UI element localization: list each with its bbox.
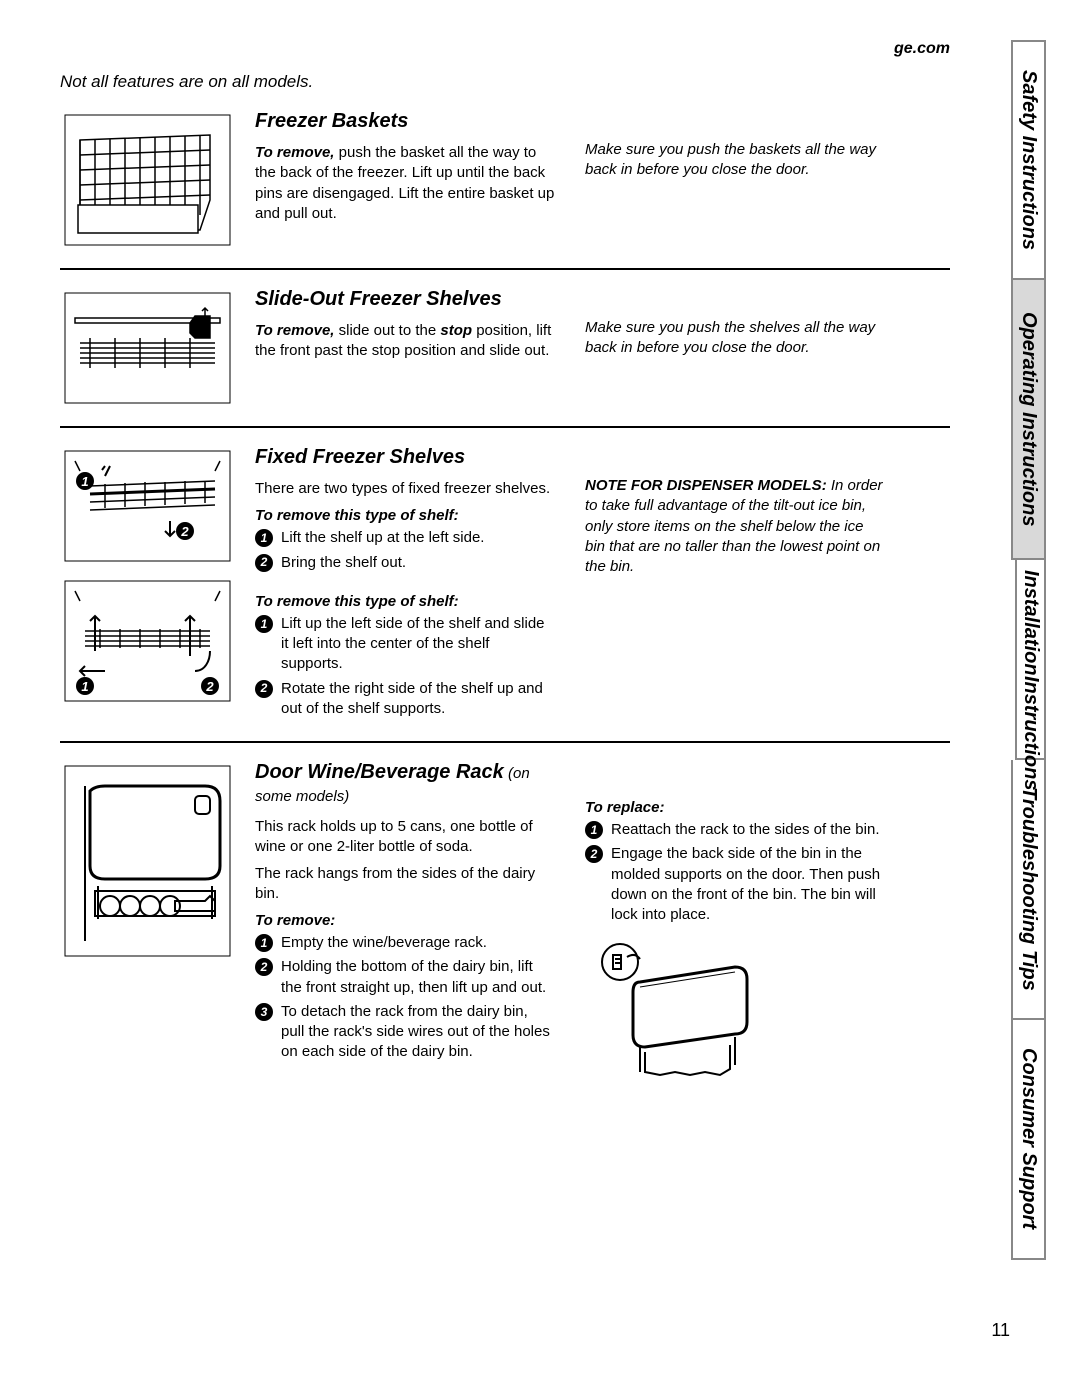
tab-consumer[interactable]: Consumer Support [1011,1020,1046,1260]
slide-out-remove: To remove, slide out to the stop positio… [255,321,555,362]
svg-text:1: 1 [81,679,88,694]
wine-rack-replace-step2: 2Engage the back side of the bin in the … [585,844,885,925]
tab-troubleshooting[interactable]: Troubleshooting Tips [1011,760,1046,1020]
wine-rack-remove-step2: 2Holding the bottom of the dairy bin, li… [255,957,555,998]
slide-out-tip: Make sure you push the shelves all the w… [585,318,885,359]
fixed-typeA-step2: 2Bring the shelf out. [255,553,555,573]
wine-rack-intro2: The rack hangs from the sides of the dai… [255,864,555,905]
wine-rack-remove-step3: 3To detach the rack from the dairy bin, … [255,1002,555,1063]
fixed-typeB-step2: 2Rotate the right side of the shelf up a… [255,679,555,720]
divider [60,741,950,743]
svg-text:2: 2 [205,679,214,694]
fixed-typeB-step1: 1Lift up the left side of the shelf and … [255,614,555,675]
fixed-shelves-title: Fixed Freezer Shelves [255,446,555,469]
slide-out-title: Slide-Out Freezer Shelves [255,288,555,311]
wine-rack-remove-step1: 1Empty the wine/beverage rack. [255,933,555,953]
wine-rack-replace-heading: To replace: [585,799,885,816]
wine-rack-intro1: This rack holds up to 5 cans, one bottle… [255,817,555,858]
slide-out-diagram [60,288,235,408]
wine-rack-replace-step1: 1Reattach the rack to the sides of the b… [585,820,885,840]
wine-rack-diagram [60,761,235,1092]
freezer-basket-diagram [60,110,235,250]
freezer-baskets-tip: Make sure you push the baskets all the w… [585,140,885,181]
wine-rack-title: Door Wine/Beverage Rack (on some models) [255,761,555,807]
divider [60,268,950,270]
wine-rack-remove-heading: To remove: [255,912,555,929]
fixed-typeB-heading: To remove this type of shelf: [255,593,555,610]
svg-text:2: 2 [180,524,189,539]
tab-safety[interactable]: Safety Instructions [1011,40,1046,280]
fixed-typeA-step1: 1Lift the shelf up at the left side. [255,528,555,548]
fixed-shelf-diagrams: 1 2 [60,446,235,723]
fixed-typeA-heading: To remove this type of shelf: [255,507,555,524]
page-number: 11 [991,1320,1010,1341]
freezer-baskets-title: Freezer Baskets [255,110,555,133]
page-note: Not all features are on all models. [60,72,950,92]
fixed-intro: There are two types of fixed freezer she… [255,479,555,499]
fixed-note: NOTE FOR DISPENSER MODELS: In order to t… [585,476,885,577]
brand-url: ge.com [60,40,950,58]
tab-installation[interactable]: Installation Instructions [1015,560,1046,760]
tab-operating[interactable]: Operating Instructions [1011,280,1046,560]
divider [60,426,950,428]
wine-rack-replace-diagram [585,937,885,1092]
freezer-baskets-remove: To remove, push the basket all the way t… [255,143,555,224]
svg-text:1: 1 [81,474,88,489]
